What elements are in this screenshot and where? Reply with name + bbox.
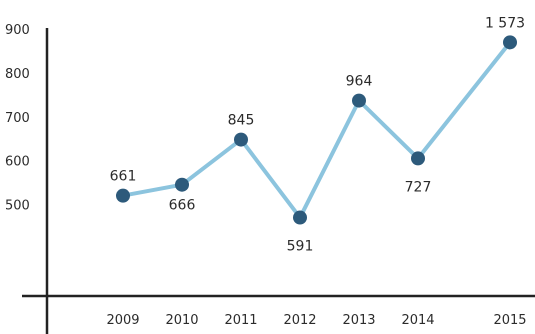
y-tick-label: 500 — [5, 198, 30, 213]
data-labels: 661 666 845 591 964 727 1 573 — [110, 15, 525, 254]
data-label-2010: 666 — [169, 198, 196, 214]
x-tick-label: 2009 — [106, 313, 139, 328]
y-tick-label: 700 — [5, 111, 30, 126]
x-tick-label: 2015 — [493, 313, 526, 328]
x-tick-label: 2011 — [224, 313, 257, 328]
y-tick-label: 600 — [5, 155, 30, 170]
data-point-2010 — [175, 177, 189, 192]
x-tick-label: 2014 — [401, 313, 434, 328]
y-tick-label: 800 — [5, 67, 30, 82]
data-point-2009 — [116, 188, 130, 203]
data-label-2013: 964 — [346, 74, 373, 90]
data-point-2015 — [503, 35, 517, 50]
x-tick-label: 2013 — [342, 313, 375, 328]
data-point-2014 — [411, 151, 425, 166]
y-tick-label: 900 — [5, 23, 30, 38]
data-point-2013 — [352, 93, 366, 108]
data-label-2015: 1 573 — [485, 15, 525, 31]
x-tick-label: 2012 — [283, 313, 316, 328]
data-points — [116, 35, 517, 225]
x-tick-labels: 2009 2010 2011 2012 2013 2014 2015 — [106, 313, 526, 328]
data-label-2011: 845 — [228, 113, 255, 129]
y-tick-labels: 900 800 700 600 500 — [5, 23, 30, 213]
data-label-2012: 591 — [287, 239, 314, 255]
axes — [22, 28, 535, 334]
data-point-2012 — [293, 210, 307, 225]
data-label-2009: 661 — [110, 169, 137, 185]
x-tick-label: 2010 — [165, 313, 198, 328]
data-label-2014: 727 — [405, 179, 432, 195]
data-point-2011 — [234, 132, 248, 147]
